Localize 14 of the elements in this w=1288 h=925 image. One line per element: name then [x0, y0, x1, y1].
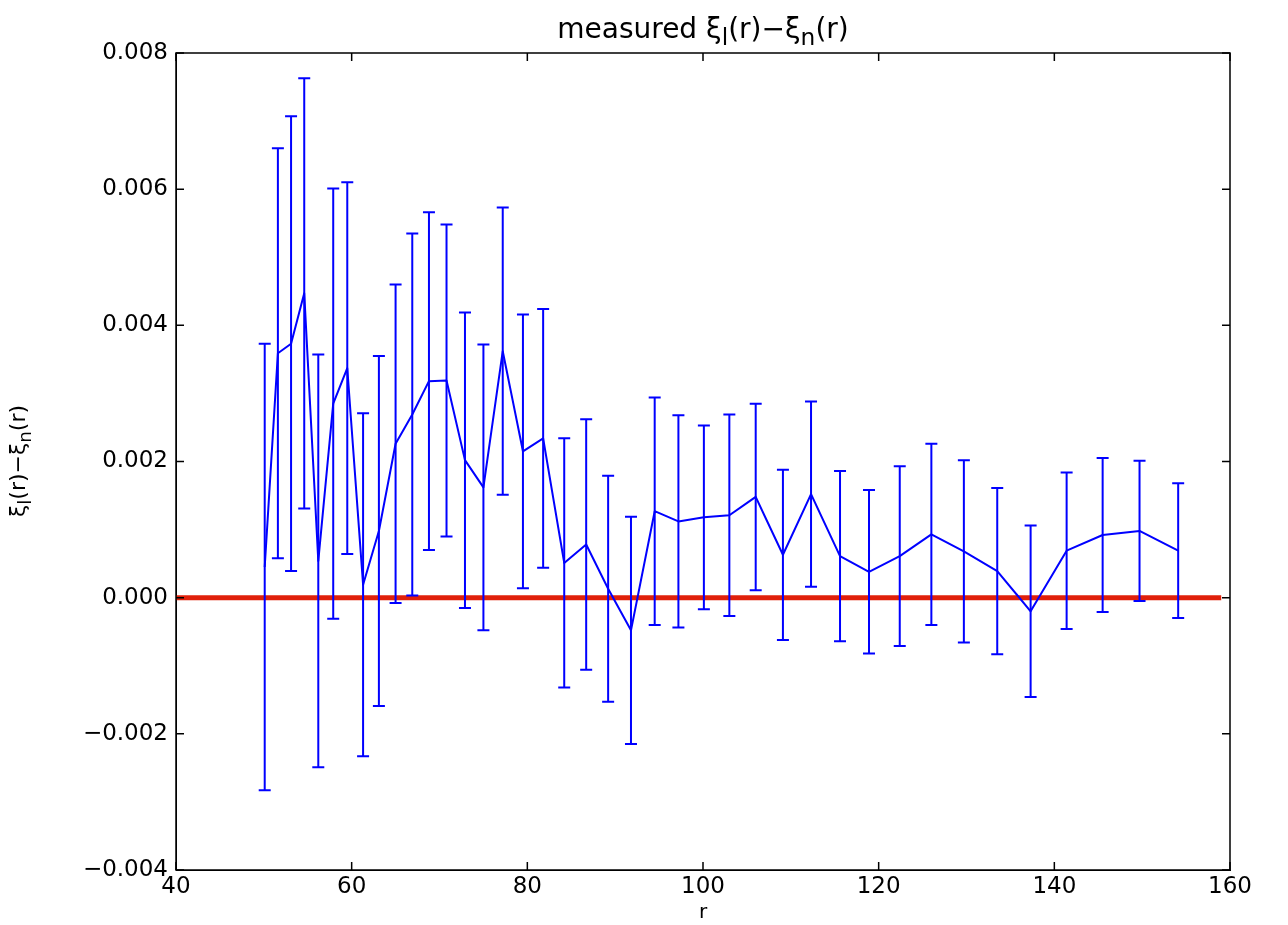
- y-tick-label: 0.008: [102, 37, 168, 64]
- x-tick-label: 60: [337, 871, 367, 898]
- x-tick-label: 80: [512, 871, 542, 898]
- y-tick-label: −0.002: [82, 718, 168, 745]
- x-tick-label: 120: [856, 871, 901, 898]
- x-tick-label: 160: [1208, 871, 1252, 898]
- x-tick-label: 140: [1032, 871, 1077, 898]
- x-tick-label: 100: [681, 871, 725, 898]
- x-axis-title: r: [697, 899, 709, 923]
- y-tick-label: 0.000: [102, 582, 168, 609]
- y-tick-label: 0.002: [102, 446, 168, 473]
- chart-title: measured ξ$_{l}$(r)−ξ$_{n}$(r): [556, 12, 850, 51]
- y-tick-label: 0.004: [102, 310, 168, 337]
- y-tick-label: 0.006: [102, 174, 168, 201]
